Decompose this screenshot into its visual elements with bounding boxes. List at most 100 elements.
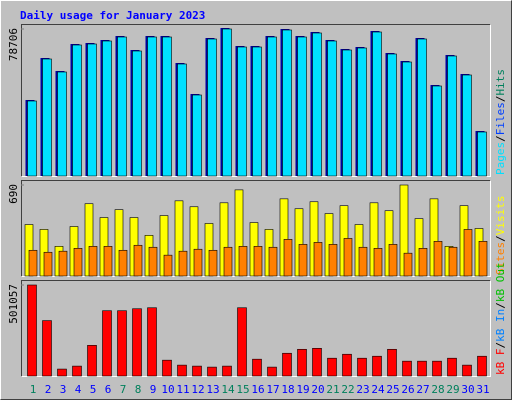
x-tick-label: 19: [296, 383, 309, 396]
bar: [267, 366, 277, 377]
legend-entry: kB F: [494, 349, 507, 376]
bar: [87, 43, 97, 177]
bar: [207, 38, 217, 177]
bar: [298, 244, 308, 277]
panel-bevel-dark: [21, 24, 491, 177]
bar: [372, 355, 382, 377]
bar: [433, 241, 443, 277]
legend-separator: /: [494, 302, 507, 309]
x-tick-label: 20: [311, 383, 324, 396]
legend-separator: /: [494, 342, 507, 349]
x-tick-label: 16: [251, 383, 264, 396]
bar: [117, 310, 127, 377]
legend-entry: Files: [494, 102, 507, 135]
legend-entry: Pages: [494, 142, 507, 175]
x-tick-label: 5: [90, 383, 97, 396]
panel-bevel-light: [21, 24, 491, 177]
bar: [102, 40, 112, 177]
x-tick-label: 2: [45, 383, 52, 396]
bar: [102, 310, 112, 377]
bar: [117, 36, 127, 177]
bar: [328, 244, 338, 277]
bar: [418, 248, 428, 277]
bar: [103, 246, 113, 277]
bar: [373, 248, 383, 277]
x-tick-label: 21: [326, 383, 339, 396]
bar: [253, 246, 263, 277]
bar: [73, 248, 83, 277]
bar: [313, 242, 323, 277]
bar: [327, 357, 337, 377]
bar: [222, 28, 232, 177]
bar: [193, 248, 203, 277]
bar: [252, 46, 262, 177]
bar: [432, 360, 442, 377]
bar: [282, 352, 292, 377]
bar: [147, 307, 157, 377]
x-tick-label: 26: [401, 383, 414, 396]
x-tick-label: 15: [236, 383, 249, 396]
bar: [192, 94, 202, 177]
bar: [402, 61, 412, 177]
bar: [312, 32, 322, 177]
bar: [118, 249, 128, 277]
bar: [432, 85, 442, 177]
bar: [267, 36, 277, 177]
bar: [27, 284, 37, 377]
bar: [327, 40, 337, 177]
legend-entry: Visits: [494, 196, 507, 236]
bar: [477, 131, 487, 177]
legend-entry: Hits: [494, 69, 507, 96]
bar: [297, 36, 307, 177]
x-tick-label: 4: [75, 383, 82, 396]
bar: [177, 364, 187, 377]
bar: [162, 36, 172, 177]
bar: [477, 355, 487, 377]
bar: [132, 50, 142, 177]
bar: [297, 348, 307, 377]
panel-bevel-dark: [21, 180, 491, 277]
x-tick-label: 1: [30, 383, 37, 396]
bar: [27, 100, 37, 177]
bar: [58, 250, 68, 277]
bar: [388, 244, 398, 277]
bar: [342, 353, 352, 377]
bar: [57, 71, 67, 177]
panel-bevel-dark: [21, 280, 491, 377]
x-tick-label: 29: [446, 383, 459, 396]
x-tick-label: 14: [221, 383, 235, 396]
bar: [357, 47, 367, 177]
bar: [463, 229, 473, 277]
legend-separator: /: [494, 96, 507, 103]
bar: [148, 246, 158, 277]
x-tick-label: 31: [476, 383, 489, 396]
bar: [402, 360, 412, 377]
bar: [42, 58, 52, 177]
bar: [387, 53, 397, 177]
bar: [462, 364, 472, 377]
y-tick-label: 78706: [7, 28, 20, 61]
bar: [478, 241, 488, 277]
bar: [372, 31, 382, 177]
bar: [163, 254, 173, 277]
legend-entry: kB In: [494, 309, 507, 342]
x-tick-label: 23: [356, 383, 369, 396]
x-tick-label: 18: [281, 383, 294, 396]
bar: [162, 359, 172, 377]
bar: [223, 246, 233, 277]
legend-entry: Sites: [494, 242, 507, 275]
bar: [177, 63, 187, 177]
bar: [147, 36, 157, 177]
bar: [133, 244, 143, 277]
bar: [447, 357, 457, 377]
bar: [178, 250, 188, 277]
bar: [268, 246, 278, 277]
chart-title: Daily usage for January 2023: [20, 9, 205, 22]
x-tick-label: 17: [266, 383, 279, 396]
bar: [342, 49, 352, 177]
bar: [282, 29, 292, 177]
bar: [448, 246, 458, 277]
bar: [417, 360, 427, 377]
